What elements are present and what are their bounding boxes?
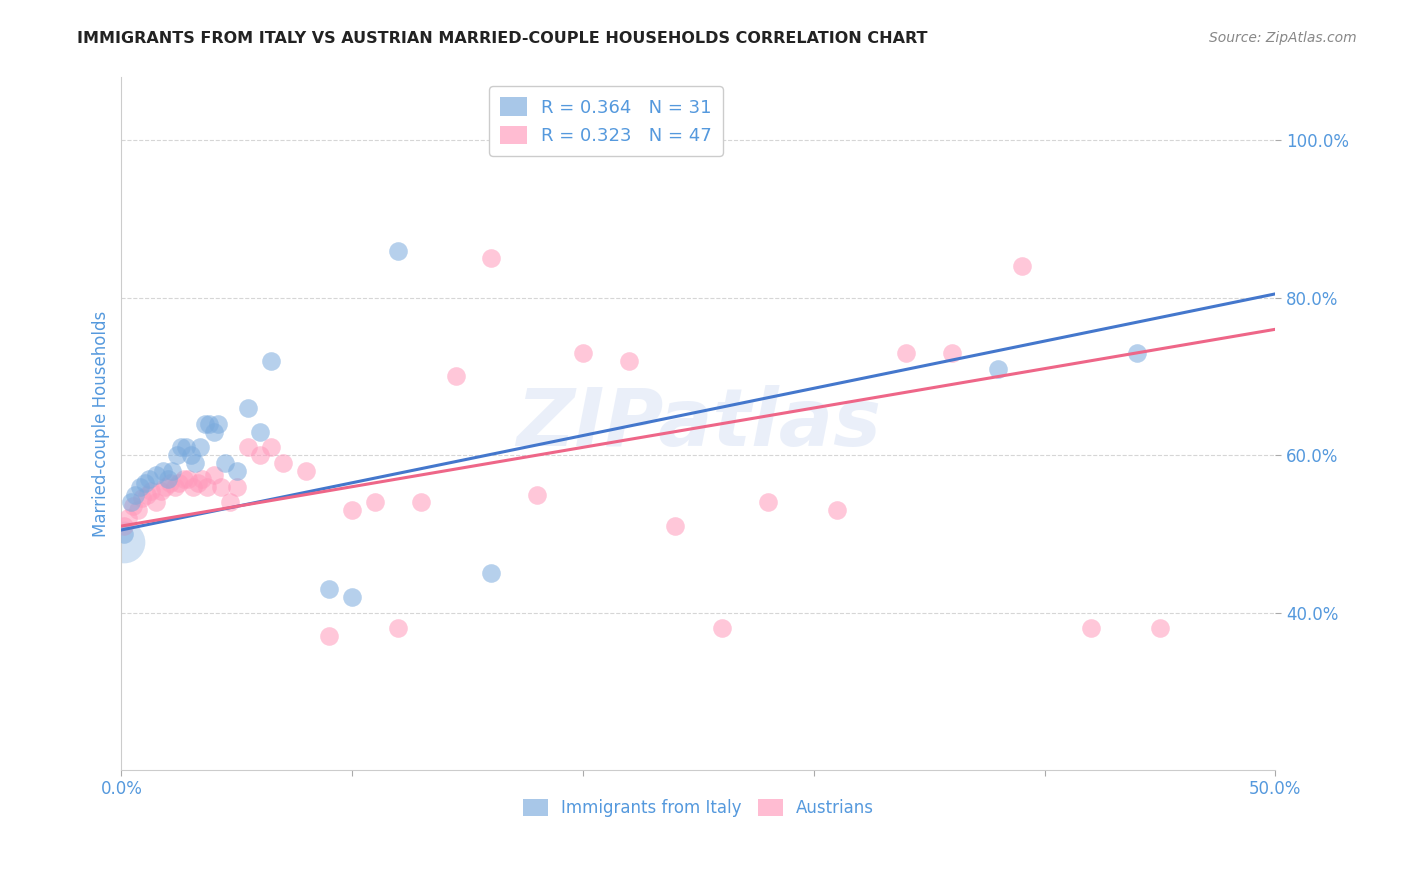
Point [444,369,467,384]
Point [156,472,179,486]
Point [117,511,139,525]
Text: IMMIGRANTS FROM ITALY VS AUSTRIAN MARRIED-COUPLE HOUSEHOLDS CORRELATION CHART: IMMIGRANTS FROM ITALY VS AUSTRIAN MARRIE… [77,31,928,46]
Point [209,480,232,494]
Point [664,519,686,533]
Point [479,566,502,581]
Text: Source: ZipAtlas.com: Source: ZipAtlas.com [1209,31,1357,45]
Point [219,495,242,509]
Point [260,353,283,368]
Point [342,590,364,604]
Point [180,448,202,462]
Point [141,483,163,498]
Point [134,475,156,490]
Point [155,480,177,494]
Point [170,440,193,454]
Point [152,464,174,478]
Point [318,629,340,643]
Point [225,480,247,494]
Point [318,582,340,596]
Point [191,472,214,486]
Point [941,346,963,360]
Y-axis label: Married-couple Households: Married-couple Households [93,310,110,537]
Point [271,456,294,470]
Point [207,417,229,431]
Point [160,464,183,478]
Point [112,519,135,533]
Text: ZIPatlas: ZIPatlas [516,384,882,463]
Point [187,475,209,490]
Point [112,527,135,541]
Point [756,495,779,509]
Point [1080,621,1102,635]
Point [710,621,733,635]
Point [149,483,172,498]
Point [214,456,236,470]
Point [181,480,204,494]
Point [249,448,271,462]
Point [174,440,197,454]
Point [112,534,135,549]
Point [1149,621,1171,635]
Point [145,495,167,509]
Point [260,440,283,454]
Point [127,503,149,517]
Point [479,252,502,266]
Point [124,487,146,501]
Point [202,467,225,482]
Point [138,472,160,486]
Point [1011,260,1033,274]
Point [145,467,167,482]
Point [411,495,433,509]
Point [526,487,548,501]
Point [173,472,195,486]
Point [193,417,215,431]
Point [184,456,207,470]
Legend: Immigrants from Italy, Austrians: Immigrants from Italy, Austrians [516,792,882,824]
Point [364,495,387,509]
Point [163,480,186,494]
Point [987,361,1010,376]
Point [166,448,188,462]
Point [131,491,153,506]
Point [202,425,225,439]
Point [342,503,364,517]
Point [167,475,190,490]
Point [135,487,157,501]
Point [198,417,221,431]
Point [894,346,917,360]
Point [195,480,218,494]
Point [387,621,409,635]
Point [617,353,640,368]
Point [129,480,152,494]
Point [825,503,848,517]
Point [238,401,260,415]
Point [1126,346,1149,360]
Point [225,464,247,478]
Point [122,500,145,514]
Point [572,346,595,360]
Point [249,425,271,439]
Point [159,475,181,490]
Point [188,440,211,454]
Point [238,440,260,454]
Point [177,472,200,486]
Point [387,244,409,258]
Point [120,495,142,509]
Point [295,464,318,478]
